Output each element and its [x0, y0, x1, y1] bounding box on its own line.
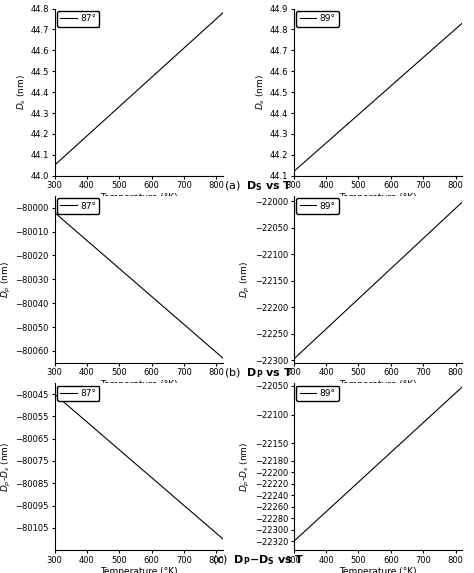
X-axis label: Temperature (°K): Temperature (°K)	[339, 193, 417, 202]
87°	[143, 469, 148, 476]
X-axis label: Temperature (°K): Temperature (°K)	[100, 193, 178, 202]
Y-axis label: $D_s$ (nm): $D_s$ (nm)	[255, 74, 267, 110]
87°	[220, 536, 226, 543]
87°	[190, 37, 195, 44]
89°	[429, 46, 435, 53]
89°	[291, 356, 297, 363]
87°	[132, 460, 137, 466]
87°	[133, 279, 138, 286]
Text: (c)  $\mathbf{D_P}$$\mathbf{-D_S}$ $\mathbf{vs}$ $\mathbf{T}$: (c) $\mathbf{D_P}$$\mathbf{-D_S}$ $\math…	[212, 554, 304, 567]
89°	[391, 446, 397, 453]
87°	[152, 71, 158, 78]
Y-axis label: $D_p$ (nm): $D_p$ (nm)	[0, 261, 13, 298]
89°	[391, 80, 397, 87]
Legend: 89°: 89°	[296, 386, 338, 401]
Legend: 89°: 89°	[296, 11, 338, 26]
X-axis label: Temperature (°K): Temperature (°K)	[100, 567, 178, 573]
Line: 87°: 87°	[55, 13, 223, 165]
Line: 87°: 87°	[55, 213, 223, 358]
Line: 89°: 89°	[294, 23, 462, 171]
Y-axis label: $D_p$-$D_s$ (nm): $D_p$-$D_s$ (nm)	[0, 441, 13, 492]
87°	[52, 391, 57, 398]
Text: (b)  $\mathbf{D_P}$ $\mathbf{vs}$ $\mathbf{T}$: (b) $\mathbf{D_P}$ $\mathbf{vs}$ $\mathb…	[224, 366, 293, 380]
87°	[216, 532, 222, 539]
87°	[152, 477, 158, 484]
89°	[371, 281, 376, 288]
89°	[382, 271, 388, 278]
89°	[391, 262, 397, 269]
89°	[291, 168, 297, 175]
87°	[190, 509, 195, 516]
87°	[143, 79, 148, 86]
89°	[459, 383, 465, 390]
87°	[132, 278, 137, 285]
89°	[371, 97, 376, 104]
89°	[429, 411, 435, 418]
89°	[372, 280, 378, 287]
X-axis label: Temperature (°K): Temperature (°K)	[339, 380, 417, 389]
Legend: 87°: 87°	[57, 386, 100, 401]
87°	[52, 209, 57, 216]
89°	[371, 465, 376, 472]
87°	[52, 162, 57, 168]
87°	[220, 355, 226, 362]
Y-axis label: $D_s$ (nm): $D_s$ (nm)	[15, 74, 27, 110]
87°	[216, 351, 222, 358]
Y-axis label: $D_p$ (nm): $D_p$ (nm)	[239, 261, 252, 298]
Line: 89°: 89°	[294, 202, 462, 359]
87°	[190, 328, 195, 335]
89°	[372, 97, 378, 104]
Text: (a)  $\mathbf{D_S}$ $\mathbf{vs}$ $\mathbf{T}$: (a) $\mathbf{D_S}$ $\mathbf{vs}$ $\mathb…	[224, 179, 292, 193]
Legend: 87°: 87°	[57, 198, 100, 214]
87°	[216, 13, 222, 20]
89°	[455, 23, 461, 30]
87°	[133, 88, 138, 95]
X-axis label: Temperature (°K): Temperature (°K)	[339, 567, 417, 573]
89°	[455, 202, 461, 209]
87°	[143, 288, 148, 295]
87°	[133, 460, 138, 467]
87°	[220, 9, 226, 16]
89°	[382, 88, 388, 95]
Line: 89°: 89°	[294, 387, 462, 541]
89°	[372, 464, 378, 470]
Legend: 87°: 87°	[57, 11, 100, 26]
Line: 87°: 87°	[55, 394, 223, 539]
89°	[291, 538, 297, 545]
89°	[429, 227, 435, 234]
X-axis label: Temperature (°K): Temperature (°K)	[100, 380, 178, 389]
89°	[459, 199, 465, 206]
87°	[152, 296, 158, 303]
87°	[132, 89, 137, 96]
89°	[459, 20, 465, 27]
Legend: 89°: 89°	[296, 198, 338, 214]
89°	[455, 387, 461, 394]
89°	[382, 454, 388, 461]
Y-axis label: $D_p$-$D_s$ (nm): $D_p$-$D_s$ (nm)	[239, 441, 252, 492]
